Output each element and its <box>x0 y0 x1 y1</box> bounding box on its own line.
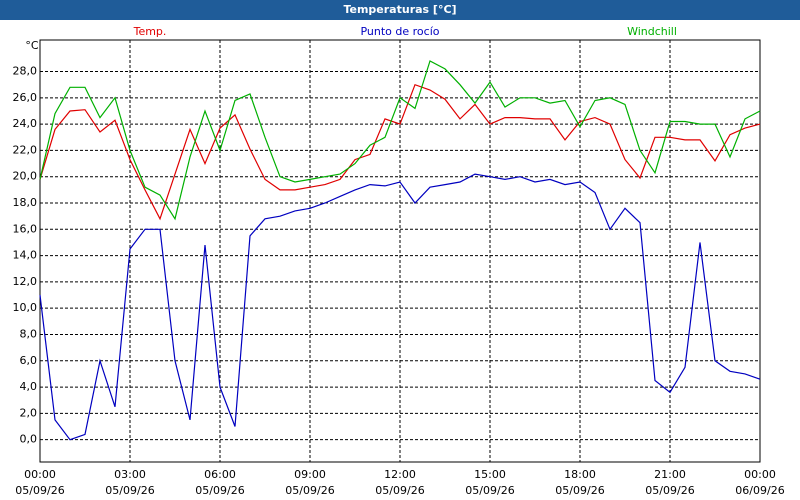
y-tick-label: 18,0 <box>13 196 38 209</box>
x-tick-label: 03:00 <box>114 468 146 481</box>
y-tick-label: 4,0 <box>20 380 38 393</box>
x-tick-date: 05/09/26 <box>555 484 604 497</box>
y-tick-label: 12,0 <box>13 275 38 288</box>
x-tick-date: 05/09/26 <box>105 484 154 497</box>
x-tick-label: 18:00 <box>564 468 596 481</box>
legend-entry: Windchill <box>627 25 677 38</box>
x-tick-label: 15:00 <box>474 468 506 481</box>
series-line <box>39 173 761 441</box>
x-tick-date: 05/09/26 <box>15 484 64 497</box>
y-tick-label: 22,0 <box>13 143 38 156</box>
x-tick-label: 09:00 <box>294 468 326 481</box>
x-tick-label: 06:00 <box>204 468 236 481</box>
x-tick-label: 00:00 <box>24 468 56 481</box>
x-tick-date: 06/09/26 <box>735 484 784 497</box>
y-tick-label: 8,0 <box>20 327 38 340</box>
y-tick-label: 26,0 <box>13 91 38 104</box>
y-tick-label: 14,0 <box>13 249 38 262</box>
y-tick-label: 0,0 <box>20 433 38 446</box>
x-tick-label: 21:00 <box>654 468 686 481</box>
x-tick-label: 12:00 <box>384 468 416 481</box>
x-tick-label: 00:00 <box>744 468 776 481</box>
y-tick-label: 6,0 <box>20 354 38 367</box>
series-line <box>39 83 761 221</box>
chart-title: Temperaturas [°C] <box>343 3 456 16</box>
legend-entry: Temp. <box>133 25 167 38</box>
series-line <box>39 60 761 221</box>
x-tick-date: 05/09/26 <box>285 484 334 497</box>
x-tick-date: 05/09/26 <box>375 484 424 497</box>
plot-frame <box>39 39 761 463</box>
y-tick-label: 10,0 <box>13 301 38 314</box>
y-tick-label: 2,0 <box>20 406 38 419</box>
y-tick-label: 24,0 <box>13 117 38 130</box>
x-tick-date: 05/09/26 <box>465 484 514 497</box>
title-bar <box>0 0 800 20</box>
x-tick-date: 05/09/26 <box>195 484 244 497</box>
y-unit: °C <box>25 39 39 52</box>
y-tick-label: 20,0 <box>13 170 38 183</box>
y-tick-label: 16,0 <box>13 222 38 235</box>
x-tick-date: 05/09/26 <box>645 484 694 497</box>
y-tick-label: 28,0 <box>13 65 38 78</box>
legend-entry: Punto de rocío <box>360 25 439 38</box>
